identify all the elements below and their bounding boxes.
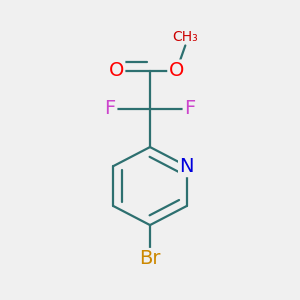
Text: N: N	[180, 157, 194, 176]
Text: F: F	[105, 99, 116, 118]
Text: O: O	[109, 61, 124, 80]
Text: O: O	[169, 61, 184, 80]
Text: Br: Br	[139, 249, 161, 268]
Text: F: F	[184, 99, 195, 118]
Text: CH₃: CH₃	[172, 30, 198, 44]
